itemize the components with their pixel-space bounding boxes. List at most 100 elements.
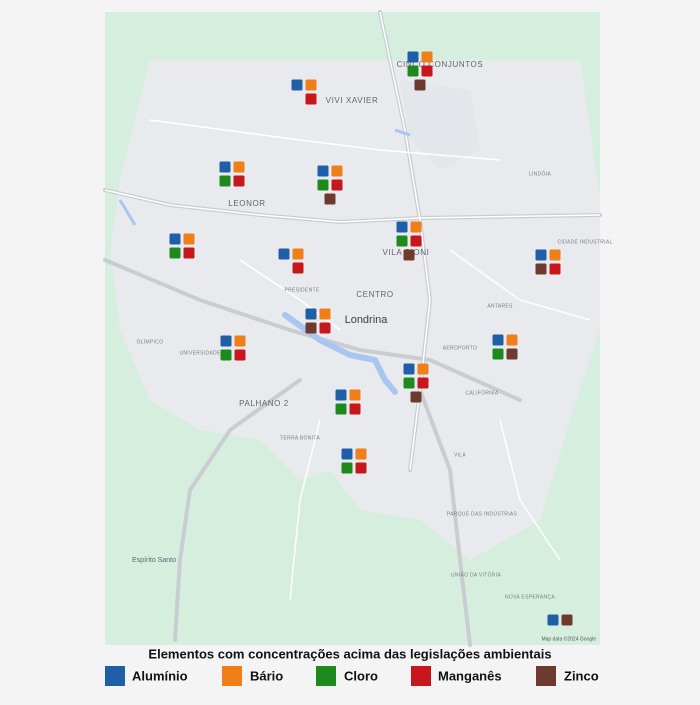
marker-square	[305, 79, 317, 91]
marker-square	[396, 221, 408, 233]
marker-square	[317, 165, 329, 177]
place-label: NOVA ESPERANÇA	[505, 594, 555, 600]
marker-square	[292, 262, 304, 274]
base-map	[103, 10, 602, 647]
place-label: PALHANO 2	[239, 399, 289, 408]
marker-square	[492, 348, 504, 360]
marker-square	[355, 448, 367, 460]
marker-square	[547, 614, 559, 626]
site-marker	[219, 161, 245, 187]
site-marker	[305, 308, 331, 334]
marker-square	[220, 349, 232, 361]
marker-square	[417, 377, 429, 389]
marker-square	[183, 233, 195, 245]
marker-square	[506, 348, 518, 360]
marker-square	[234, 349, 246, 361]
marker-square	[341, 462, 353, 474]
place-label: PRESIDENTE	[285, 287, 320, 293]
marker-square	[396, 235, 408, 247]
place-label: Londrina	[345, 314, 389, 326]
legend-label: Manganês	[438, 668, 502, 683]
marker-square	[305, 308, 317, 320]
site-marker	[407, 51, 433, 91]
marker-square	[317, 179, 329, 191]
site-marker	[169, 233, 195, 259]
legend-swatch	[316, 666, 336, 686]
place-label: CINCO CONJUNTOS	[397, 60, 484, 69]
site-marker	[535, 249, 561, 275]
marker-square	[278, 248, 290, 260]
marker-square	[220, 335, 232, 347]
marker-square	[410, 221, 422, 233]
legend-label: Cloro	[344, 668, 378, 683]
marker-square	[331, 179, 343, 191]
place-label: OLÍMPICO	[137, 338, 164, 345]
legend: Alumínio Bário Cloro Manganês Zinco	[105, 666, 599, 686]
legend-label: Zinco	[564, 668, 599, 683]
site-marker	[335, 389, 361, 415]
site-marker	[547, 614, 573, 626]
place-label: TERRA BONITA	[280, 435, 320, 441]
site-marker	[291, 79, 317, 105]
marker-square	[331, 165, 343, 177]
marker-square	[403, 377, 415, 389]
marker-square	[305, 93, 317, 105]
place-label: VIVI XAVIER	[326, 96, 379, 105]
marker-square	[319, 308, 331, 320]
site-marker	[492, 334, 518, 360]
place-label: UNIVERSIDADE	[179, 350, 220, 356]
marker-square	[410, 235, 422, 247]
marker-square	[335, 403, 347, 415]
marker-square	[407, 65, 419, 77]
marker-square	[535, 263, 547, 275]
place-label: UNIÃO DA VITÓRIA	[451, 571, 501, 578]
place-label: CIDADE INDUSTRIAL	[557, 239, 612, 245]
marker-square	[549, 249, 561, 261]
marker-square	[219, 161, 231, 173]
marker-square	[355, 462, 367, 474]
place-label: CALIFÓRNIA	[465, 389, 498, 396]
place-label: VILA	[454, 452, 466, 458]
legend-label: Alumínio	[132, 668, 188, 683]
marker-square	[292, 248, 304, 260]
legend-swatch	[536, 666, 556, 686]
marker-square	[492, 334, 504, 346]
marker-square	[349, 389, 361, 401]
marker-square	[417, 363, 429, 375]
marker-square	[407, 51, 419, 63]
legend-swatch	[105, 666, 125, 686]
legend-swatch	[222, 666, 242, 686]
marker-square	[410, 391, 422, 403]
place-label: PARQUE DAS INDÚSTRIAS	[447, 510, 518, 517]
site-marker	[341, 448, 367, 474]
marker-square	[421, 65, 433, 77]
marker-square	[335, 389, 347, 401]
marker-square	[549, 263, 561, 275]
marker-square	[403, 363, 415, 375]
place-label: ANTARES	[487, 303, 513, 309]
marker-square	[414, 79, 426, 91]
marker-square	[183, 247, 195, 259]
marker-square	[219, 175, 231, 187]
attribution: Map data ©2024 Google	[541, 635, 596, 642]
marker-square	[341, 448, 353, 460]
place-label: AEROPORTO	[443, 345, 477, 351]
marker-square	[561, 614, 573, 626]
marker-square	[506, 334, 518, 346]
marker-square	[233, 175, 245, 187]
place-label: Espírito Santo	[132, 557, 176, 564]
marker-square	[233, 161, 245, 173]
marker-square	[305, 322, 317, 334]
legend-title: Elementos com concentrações acima das le…	[148, 646, 551, 661]
site-marker	[396, 221, 422, 261]
site-marker	[403, 363, 429, 403]
place-label: LINDÓIA	[529, 170, 551, 177]
marker-square	[234, 335, 246, 347]
site-marker	[278, 248, 304, 274]
place-label: CENTRO	[356, 290, 393, 299]
site-marker	[317, 165, 343, 205]
site-marker	[220, 335, 246, 361]
marker-square	[535, 249, 547, 261]
